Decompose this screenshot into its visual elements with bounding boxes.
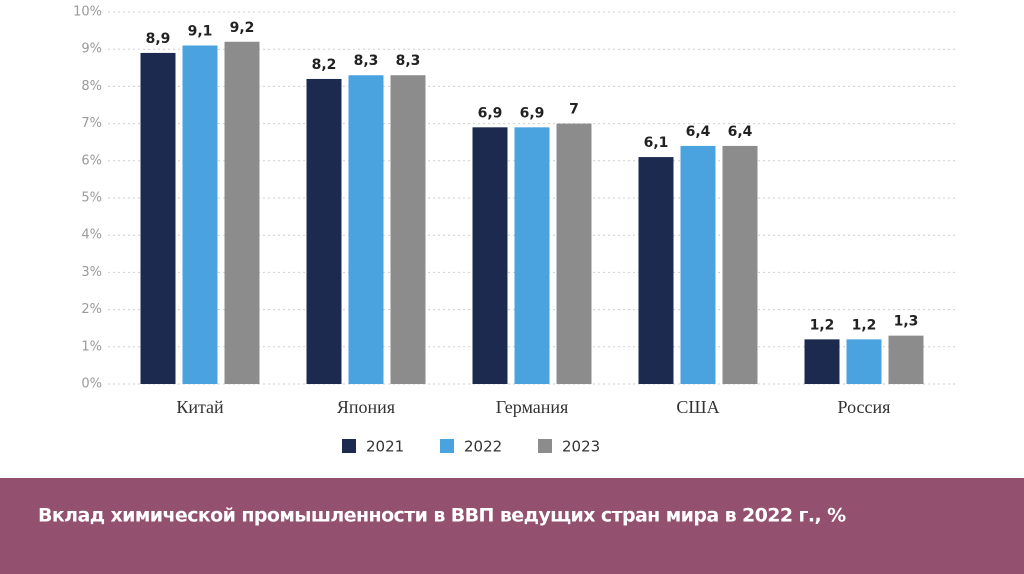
bar bbox=[722, 145, 758, 384]
y-tick-label: 1% bbox=[81, 339, 102, 354]
x-tick-label: Китай bbox=[176, 397, 224, 417]
bar bbox=[182, 45, 218, 384]
y-tick-label: 5% bbox=[81, 191, 102, 206]
value-label: 9,1 bbox=[188, 23, 213, 39]
y-tick-label: 3% bbox=[81, 265, 102, 280]
y-tick-label: 8% bbox=[81, 79, 102, 94]
chart-title: Вклад химической промышленности в ВВП ве… bbox=[38, 505, 846, 527]
y-tick-label: 7% bbox=[81, 116, 102, 131]
value-label: 7 bbox=[569, 102, 579, 118]
legend-swatch bbox=[440, 439, 454, 453]
value-label: 6,9 bbox=[478, 105, 503, 121]
bar bbox=[846, 339, 882, 384]
title-bar bbox=[0, 478, 1024, 574]
bar bbox=[348, 75, 384, 385]
bar bbox=[638, 157, 674, 384]
bar bbox=[224, 41, 260, 384]
x-tick-label: Япония bbox=[337, 397, 395, 417]
value-label: 8,3 bbox=[396, 53, 421, 69]
value-label: 8,2 bbox=[312, 57, 337, 73]
legend-label: 2023 bbox=[562, 438, 600, 456]
legend-label: 2021 bbox=[366, 438, 404, 456]
bar bbox=[888, 335, 924, 384]
value-label: 8,9 bbox=[146, 31, 171, 47]
value-label: 9,2 bbox=[230, 20, 255, 36]
value-label: 6,4 bbox=[728, 124, 753, 140]
bar bbox=[514, 127, 550, 384]
bar bbox=[472, 127, 508, 384]
y-tick-label: 10% bbox=[73, 5, 102, 20]
x-tick-label: Россия bbox=[838, 397, 891, 417]
value-label: 1,3 bbox=[894, 314, 919, 330]
value-label: 1,2 bbox=[852, 317, 877, 333]
value-label: 6,4 bbox=[686, 124, 711, 140]
legend-swatch bbox=[538, 439, 552, 453]
x-tick-label: Германия bbox=[496, 397, 569, 417]
value-label: 6,1 bbox=[644, 135, 669, 151]
value-label: 1,2 bbox=[810, 317, 835, 333]
y-tick-label: 6% bbox=[81, 153, 102, 168]
value-label: 6,9 bbox=[520, 105, 545, 121]
y-tick-label: 4% bbox=[81, 228, 102, 243]
legend-swatch bbox=[342, 439, 356, 453]
bar bbox=[804, 339, 840, 384]
value-label: 8,3 bbox=[354, 53, 379, 69]
x-tick-label: США bbox=[676, 397, 719, 417]
legend-label: 2022 bbox=[464, 438, 502, 456]
bar bbox=[556, 123, 592, 384]
y-tick-label: 9% bbox=[81, 42, 102, 57]
bar bbox=[140, 52, 176, 385]
y-tick-label: 2% bbox=[81, 302, 102, 317]
bar bbox=[306, 78, 342, 385]
y-tick-label: 0% bbox=[81, 377, 102, 392]
bar bbox=[680, 145, 716, 384]
bar bbox=[390, 75, 426, 385]
